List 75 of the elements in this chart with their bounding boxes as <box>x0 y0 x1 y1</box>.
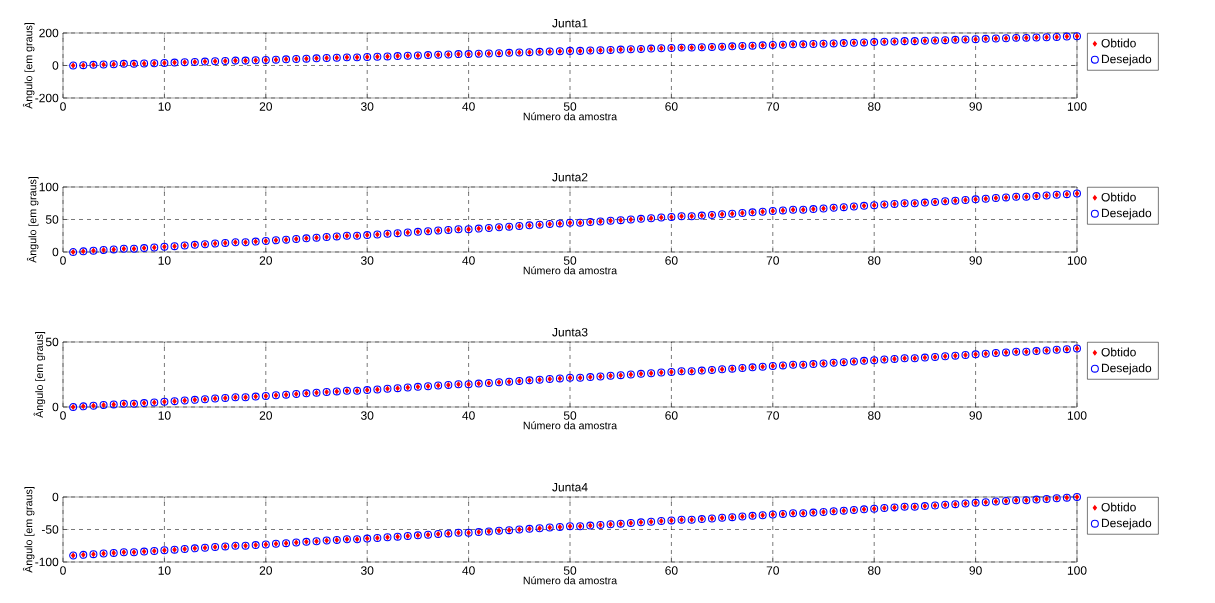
y-tick-label: 0 <box>52 247 59 257</box>
x-tick-label: 80 <box>868 102 881 111</box>
y-tick-label: 0 <box>52 61 59 70</box>
x-tick-label: 60 <box>665 411 678 420</box>
x-tick-label: 0 <box>60 256 66 265</box>
chart-title: Junta2 <box>552 172 588 182</box>
x-tick-label: 10 <box>158 256 171 265</box>
x-tick-label: 50 <box>563 256 577 265</box>
x-tick-label: 50 <box>563 411 577 420</box>
x-tick-label: 80 <box>868 411 881 420</box>
x-tick-label: 70 <box>766 566 780 575</box>
y-tick-label: 0 <box>52 402 59 412</box>
x-axis-title: Número da amostra <box>523 266 618 275</box>
x-axis-title: Número da amostra <box>523 421 618 430</box>
x-axis-title: Número da amostra <box>523 112 618 121</box>
x-tick-label: 100 <box>1067 102 1087 111</box>
x-tick-label: 60 <box>665 102 678 111</box>
y-axis-title: Ângulo [em graus] <box>22 23 35 109</box>
x-tick-label: 30 <box>360 411 374 420</box>
x-tick-label: 40 <box>462 411 475 420</box>
y-tick-label: -100 <box>35 557 59 567</box>
chart-title: Junta4 <box>552 483 588 492</box>
x-tick-label: 70 <box>766 411 780 420</box>
x-tick-label: 10 <box>158 102 171 111</box>
x-tick-label: 60 <box>665 256 678 265</box>
x-tick-label: 20 <box>259 566 273 575</box>
chart-title: Junta1 <box>552 19 588 28</box>
x-tick-label: 100 <box>1067 566 1087 575</box>
x-tick-label: 0 <box>60 411 66 420</box>
y-tick-label: -50 <box>41 525 59 534</box>
x-tick-label: 100 <box>1067 411 1087 420</box>
legend-label: Desejado <box>1101 363 1152 375</box>
y-axis-title: Ângulo [em graus] <box>33 332 46 418</box>
y-tick-label: 0 <box>52 492 59 502</box>
x-tick-label: 80 <box>868 256 881 265</box>
x-tick-label: 90 <box>969 566 982 575</box>
x-tick-label: 50 <box>563 102 577 111</box>
x-tick-label: 10 <box>158 411 171 420</box>
x-axis-title: Número da amostra <box>523 576 618 585</box>
legend-label: Obtido <box>1101 38 1136 48</box>
x-tick-label: 20 <box>259 102 273 111</box>
x-tick-label: 50 <box>563 566 577 575</box>
legend-label: Obtido <box>1101 502 1136 512</box>
x-tick-label: 90 <box>969 256 982 265</box>
y-tick-label: 50 <box>45 337 59 347</box>
x-tick-label: 30 <box>360 566 374 575</box>
legend-label: Obtido <box>1101 192 1136 202</box>
x-tick-label: 90 <box>969 102 982 111</box>
y-axis-title: Ângulo [em graus] <box>26 177 39 263</box>
x-tick-label: 20 <box>259 256 273 265</box>
y-tick-label: 50 <box>45 215 59 224</box>
x-tick-label: 40 <box>462 256 475 265</box>
legend-label: Desejado <box>1101 208 1152 220</box>
legend-label: Desejado <box>1101 518 1152 530</box>
x-tick-label: 70 <box>766 102 780 111</box>
x-tick-label: 40 <box>462 566 475 575</box>
x-tick-label: 30 <box>360 256 374 265</box>
chart-title: Junta3 <box>552 327 588 337</box>
legend-label: Obtido <box>1101 347 1136 357</box>
x-tick-label: 20 <box>259 411 273 420</box>
x-tick-label: 40 <box>462 102 475 111</box>
x-tick-label: 80 <box>868 566 881 575</box>
x-tick-label: 100 <box>1067 256 1087 265</box>
y-tick-label: 200 <box>39 28 59 38</box>
x-tick-label: 0 <box>60 102 66 111</box>
legend-label: Desejado <box>1101 54 1152 66</box>
y-axis-title: Ângulo [em graus] <box>22 487 35 573</box>
y-tick-label: 100 <box>39 182 59 192</box>
x-tick-label: 10 <box>158 566 171 575</box>
x-tick-label: 30 <box>360 102 374 111</box>
x-tick-label: 60 <box>665 566 678 575</box>
y-tick-label: -200 <box>35 93 59 103</box>
x-tick-label: 90 <box>969 411 982 420</box>
x-tick-label: 0 <box>60 566 66 575</box>
x-tick-label: 70 <box>766 256 780 265</box>
